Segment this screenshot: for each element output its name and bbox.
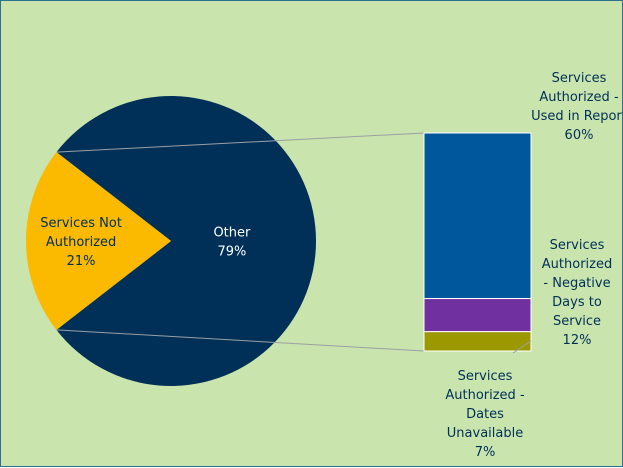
pie-slice-1	[26, 152, 172, 330]
bar-label-0: Services Authorized -Used in Report 60%	[531, 71, 623, 143]
label-leader-line	[512, 340, 532, 354]
pie-slice-0	[56, 96, 317, 387]
connector-line-bottom	[56, 329, 425, 352]
bar-segment-2	[423, 331, 532, 352]
bar-label-2: Services Authorized -Dates Unavailable 7%	[445, 369, 525, 460]
pie-label-1: Services Not Authorized 21%	[40, 216, 122, 269]
bar-segment-1	[423, 298, 532, 333]
pie-label-0: Other 79%	[213, 226, 251, 260]
bar-label-1: Services Authorized - Negative Days to Servi…	[542, 238, 612, 348]
bar-segment-0	[423, 132, 532, 300]
connector-line-top	[56, 132, 425, 153]
